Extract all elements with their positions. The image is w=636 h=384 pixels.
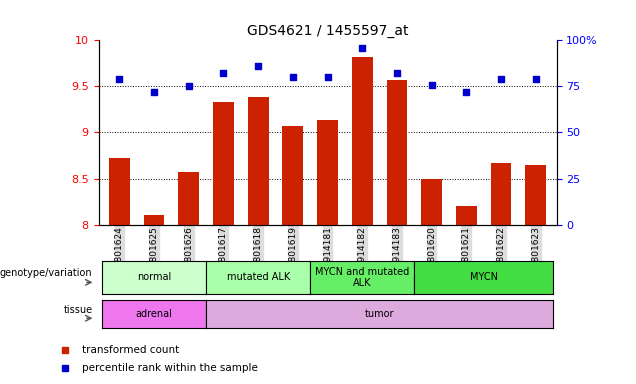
Point (253, 63, 263, 69)
Point (496, 76, 506, 82)
Point (392, 70, 402, 76)
Text: percentile rank within the sample: percentile rank within the sample (81, 363, 258, 373)
Point (357, 45, 368, 51)
Point (461, 89, 471, 95)
Bar (109, 158, 130, 225)
Bar (525, 165, 546, 225)
Bar (144, 215, 165, 225)
Point (287, 74, 298, 80)
Bar (387, 80, 407, 225)
Text: transformed count: transformed count (81, 345, 179, 355)
Text: tumor: tumor (365, 309, 394, 319)
Text: MYCN and mutated
ALK: MYCN and mutated ALK (315, 266, 410, 288)
Bar (352, 57, 373, 225)
Point (184, 83, 194, 89)
Text: tissue: tissue (64, 305, 93, 314)
Text: genotype/variation: genotype/variation (0, 268, 93, 278)
Bar (317, 121, 338, 225)
Point (114, 76, 125, 82)
Text: adrenal: adrenal (135, 309, 172, 319)
Bar (248, 98, 268, 225)
Point (149, 89, 159, 95)
Bar (178, 172, 199, 225)
Bar (490, 163, 511, 225)
Bar (213, 102, 234, 225)
Text: normal: normal (137, 272, 171, 283)
Bar (456, 206, 477, 225)
Title: GDS4621 / 1455597_at: GDS4621 / 1455597_at (247, 24, 408, 38)
Point (322, 74, 333, 80)
Point (427, 81, 437, 88)
Text: MYCN: MYCN (469, 272, 497, 283)
Text: mutated ALK: mutated ALK (226, 272, 290, 283)
Bar (421, 179, 442, 225)
Bar (282, 126, 303, 225)
Point (218, 70, 228, 76)
Point (530, 76, 541, 82)
